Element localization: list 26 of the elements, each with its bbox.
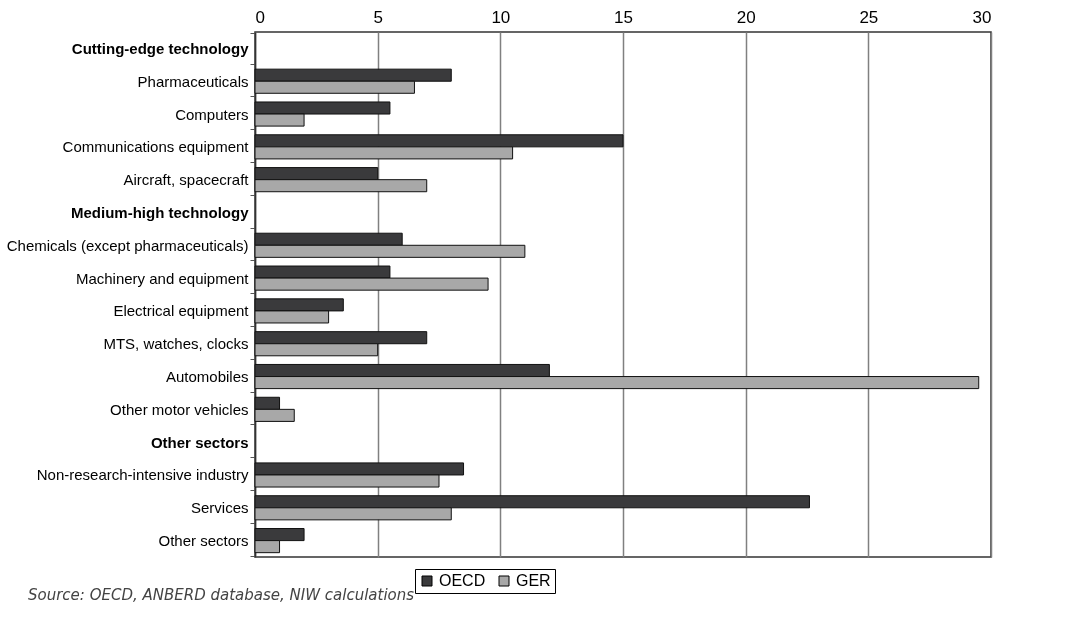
y-tick-label: Machinery and equipment bbox=[75, 269, 250, 287]
y-tick-label: Pharmaceuticals bbox=[137, 72, 249, 90]
y-tick-label: Non-research-intensive industry bbox=[36, 466, 249, 484]
y-tick-label: Automobiles bbox=[165, 368, 249, 386]
x-tick-label: 25 bbox=[859, 7, 879, 27]
y-tick-label: Cutting-edge technology bbox=[71, 39, 250, 57]
legend-label: OECD bbox=[439, 572, 486, 589]
y-tick-label: Electrical equipment bbox=[113, 302, 250, 320]
legend-label: GER bbox=[516, 572, 551, 589]
x-tick-label: 5 bbox=[373, 7, 383, 27]
y-tick-label: MTS, watches, clocks bbox=[103, 335, 249, 353]
y-tick-label: Aircraft, spacecraft bbox=[123, 171, 250, 189]
y-tick-label: Other motor vehicles bbox=[110, 400, 249, 418]
source-note: Source: OECD, ANBERD database, NIW calculations bbox=[28, 586, 415, 604]
y-tick-label: Computers bbox=[175, 105, 249, 123]
y-tick-label: Communications equipment bbox=[62, 138, 250, 156]
x-tick-label: 15 bbox=[614, 7, 633, 27]
y-tick-label: Other sectors bbox=[158, 532, 249, 550]
y-tick-label: Chemicals (except pharmaceuticals) bbox=[6, 236, 249, 254]
x-tick-label: 0 bbox=[255, 7, 265, 27]
x-tick-label: 30 bbox=[972, 7, 992, 27]
y-tick-label: Services bbox=[190, 499, 249, 517]
x-tick-label: 10 bbox=[491, 7, 511, 27]
y-tick-label: Other sectors bbox=[150, 433, 249, 451]
x-tick-label: 20 bbox=[736, 7, 756, 27]
y-tick-label: Medium-high technology bbox=[71, 203, 250, 221]
